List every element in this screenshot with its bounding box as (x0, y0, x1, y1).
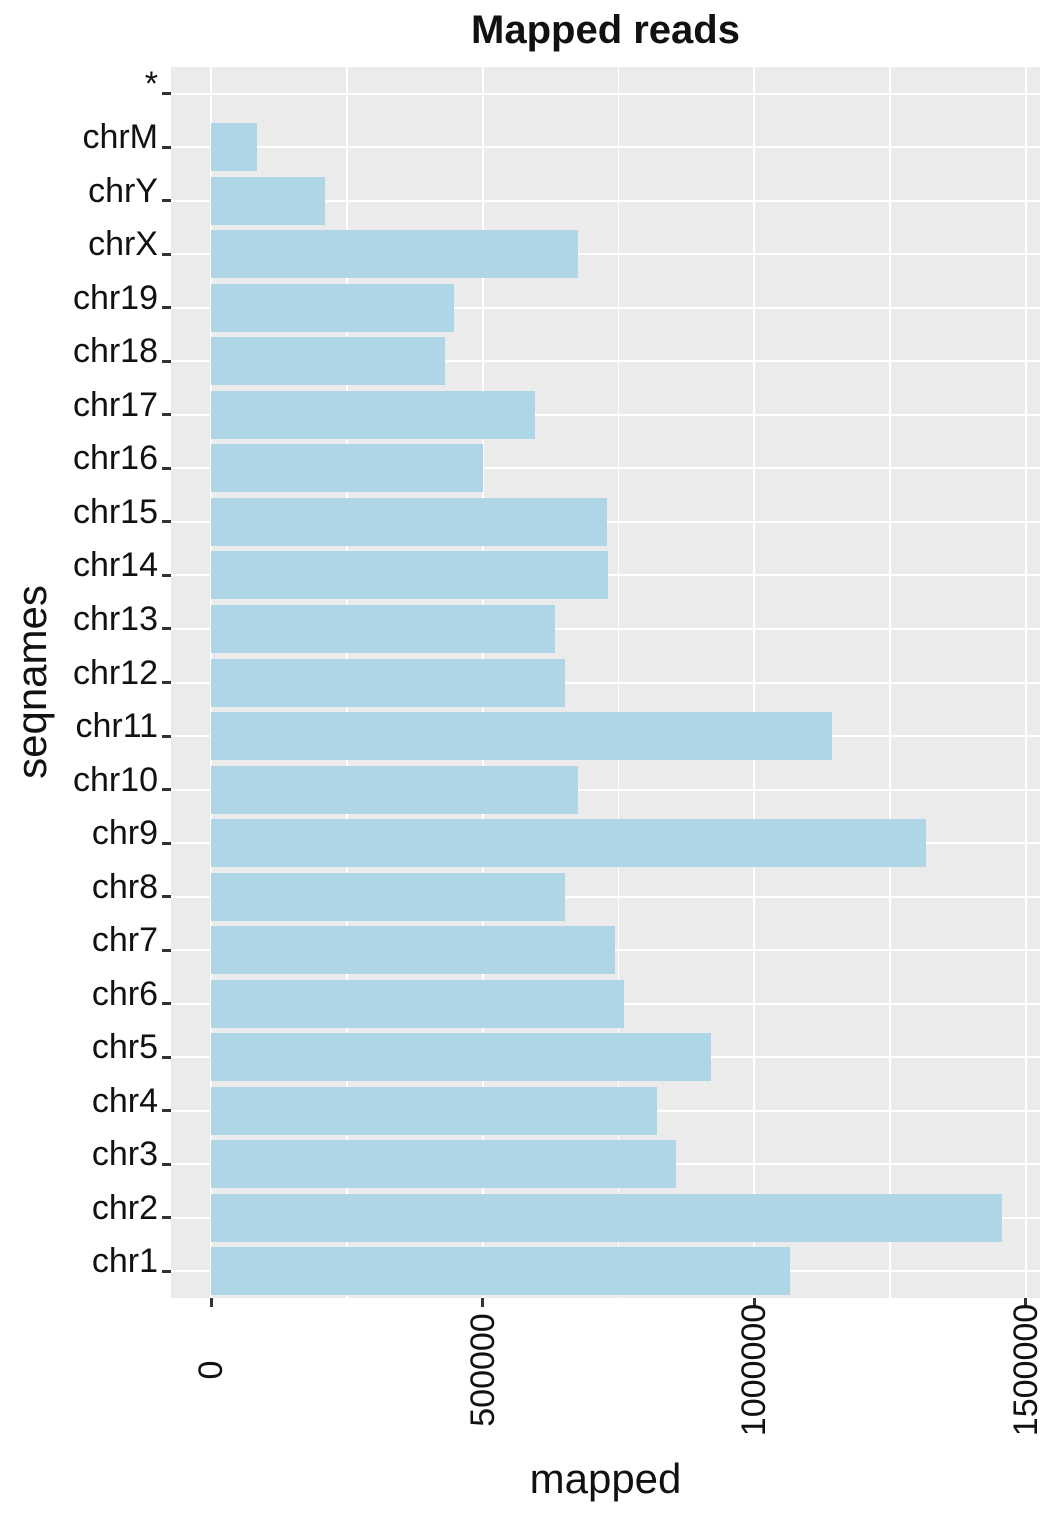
y-axis-label-chrY: chrY (88, 171, 158, 210)
y-axis-label-chr15: chr15 (72, 492, 158, 531)
bar-chr7 (211, 926, 616, 975)
y-axis-label-chr2: chr2 (91, 1188, 158, 1227)
grid-major-hline (171, 253, 1040, 256)
y-axis-tick (162, 1055, 171, 1059)
y-axis-label-chr5: chr5 (91, 1028, 158, 1067)
bar-chr1 (211, 1247, 790, 1296)
y-axis-label-chrX: chrX (88, 225, 158, 264)
grid-major-hline (171, 306, 1040, 309)
x-axis-title: mapped (529, 1455, 682, 1502)
bar-chr10 (211, 765, 579, 814)
y-axis-tick (162, 1109, 171, 1113)
bar-chr11 (211, 712, 832, 761)
grid-major-hline (171, 360, 1040, 363)
y-axis-label-chr8: chr8 (91, 867, 158, 906)
y-axis-label-chr11: chr11 (75, 707, 158, 746)
chart-title: Mapped reads (471, 8, 740, 52)
y-axis-label-chr14: chr14 (72, 546, 158, 585)
grid-major-hline (171, 788, 1040, 791)
x-axis-tick-label: 1000000 (735, 1303, 774, 1437)
y-axis-tick (162, 92, 171, 96)
y-axis-tick (162, 520, 171, 524)
y-axis-tick (162, 1269, 171, 1273)
bar-chr4 (211, 1086, 657, 1135)
y-axis-tick (162, 841, 171, 845)
bar-chr13 (211, 604, 555, 653)
y-axis-tick (162, 573, 171, 577)
bar-chr14 (211, 551, 609, 600)
bar-chrX (211, 230, 578, 279)
grid-major-hline (171, 467, 1040, 470)
grid-major-hline (171, 413, 1040, 416)
bar-chr12 (211, 658, 566, 707)
y-axis-label-chr9: chr9 (91, 814, 158, 853)
grid-major-hline (171, 199, 1040, 202)
x-axis-tick (1024, 1298, 1028, 1307)
y-axis-label-chr3: chr3 (91, 1135, 158, 1174)
y-axis-label-chr16: chr16 (72, 439, 158, 478)
y-axis-tick (162, 1162, 171, 1166)
y-axis-label-chr19: chr19 (72, 278, 158, 317)
y-axis-tick (162, 734, 171, 738)
y-axis-label-chr4: chr4 (91, 1081, 158, 1120)
bar-chr16 (211, 444, 483, 493)
bar-chr15 (211, 497, 607, 546)
y-axis-tick (162, 466, 171, 470)
x-axis-tick-label: 0 (192, 1360, 230, 1380)
y-axis-label-chr6: chr6 (91, 974, 158, 1013)
y-axis-label-chr7: chr7 (91, 921, 158, 960)
grid-major-hline (171, 146, 1040, 149)
grid-major-hline (171, 681, 1040, 684)
y-axis-label-*: * (144, 64, 158, 103)
y-axis-label-chr1: chr1 (91, 1242, 158, 1281)
y-axis-tick (162, 145, 171, 149)
bar-chr2 (211, 1193, 1002, 1242)
plot-panel (171, 67, 1040, 1298)
x-axis-tick-label: 1500000 (1006, 1303, 1045, 1437)
grid-major-hline (171, 92, 1040, 95)
y-axis-title: seqnames (8, 585, 55, 779)
y-axis-tick (162, 252, 171, 256)
y-axis-tick (162, 681, 171, 684)
bar-chr19 (211, 283, 454, 332)
y-axis-label-chrM: chrM (82, 118, 158, 157)
bar-chr5 (211, 1033, 711, 1082)
x-axis-tick-label: 500000 (463, 1313, 502, 1427)
bar-chr6 (211, 979, 624, 1028)
y-axis-tick (162, 306, 171, 310)
bar-chrY (211, 176, 326, 225)
bar-chr3 (211, 1140, 677, 1189)
y-axis-tick (162, 413, 171, 417)
x-axis-tick (752, 1298, 756, 1307)
x-axis-tick (481, 1298, 485, 1307)
y-axis-tick (162, 948, 171, 952)
y-axis-label-chr18: chr18 (72, 332, 158, 371)
bar-chr17 (211, 390, 536, 439)
grid-major-hline (171, 895, 1040, 898)
y-axis-label-chr17: chr17 (72, 385, 158, 424)
y-axis-tick (162, 788, 171, 792)
bar-chr8 (211, 872, 566, 921)
bar-chr9 (211, 819, 926, 868)
bar-chrM (211, 123, 258, 172)
y-axis-tick (162, 1002, 171, 1006)
y-axis-label-chr13: chr13 (72, 599, 158, 638)
y-axis-label-chr10: chr10 (72, 760, 158, 799)
bar-chr18 (211, 337, 445, 386)
y-axis-tick (162, 1216, 171, 1220)
y-axis-label-chr12: chr12 (72, 653, 158, 692)
y-axis-tick (162, 627, 171, 631)
x-axis-tick (209, 1298, 213, 1307)
y-axis-tick (162, 359, 171, 363)
y-axis-tick (162, 199, 171, 203)
grid-major-hline (171, 627, 1040, 630)
y-axis-tick (162, 895, 171, 899)
